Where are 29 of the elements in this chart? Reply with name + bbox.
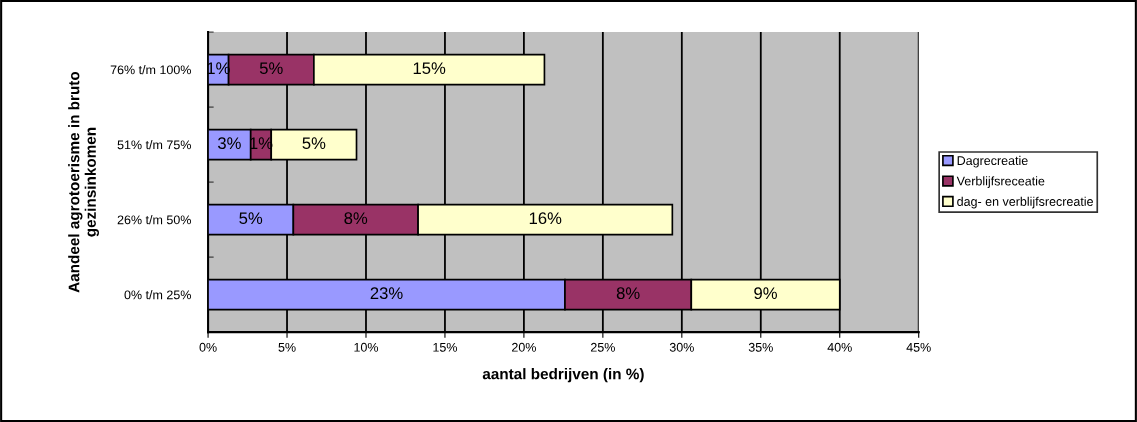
x-tick-label: 5%	[278, 342, 296, 352]
legend-label: Verblijfsreceatie	[956, 176, 1045, 188]
y-axis-title: Aandeel agrotoerisme in bruto gezinsinkomen	[68, 71, 99, 293]
data-label: 3%	[217, 137, 241, 150]
data-label: 5%	[239, 212, 263, 225]
data-label: 5%	[302, 137, 326, 150]
x-tick-label: 10%	[354, 342, 379, 352]
legend-label: Dagrecreatie	[957, 155, 1028, 168]
x-tick-label: 40%	[827, 342, 852, 352]
data-label: 15%	[413, 62, 446, 75]
x-tick-label: 15%	[433, 342, 458, 352]
y-tick-label: 76% t/m 100%	[110, 65, 191, 75]
x-tick-label: 25%	[590, 342, 615, 352]
y-tick-label: 26% t/m 50%	[117, 215, 191, 225]
y-tick-label: 0% t/m 25%	[124, 290, 191, 300]
x-tick-label: 45%	[906, 342, 931, 352]
data-label: 23%	[370, 287, 403, 300]
x-tick-label: 20%	[512, 342, 536, 352]
x-tick-label: 35%	[748, 342, 773, 352]
data-label: 16%	[529, 212, 562, 225]
data-label: 5%	[259, 62, 283, 75]
y-tick-label: 51% t/m 75%	[117, 140, 191, 150]
legend-label: dag- en verblijfsrecreatie	[957, 196, 1093, 209]
data-label: 8%	[344, 212, 368, 225]
x-axis-title: aantal bedrijven (in %)	[482, 368, 644, 383]
data-label: 8%	[616, 287, 640, 300]
x-tick-label: 0%	[199, 342, 217, 352]
x-tick-label: 30%	[669, 342, 694, 352]
data-label: 9%	[754, 287, 777, 300]
